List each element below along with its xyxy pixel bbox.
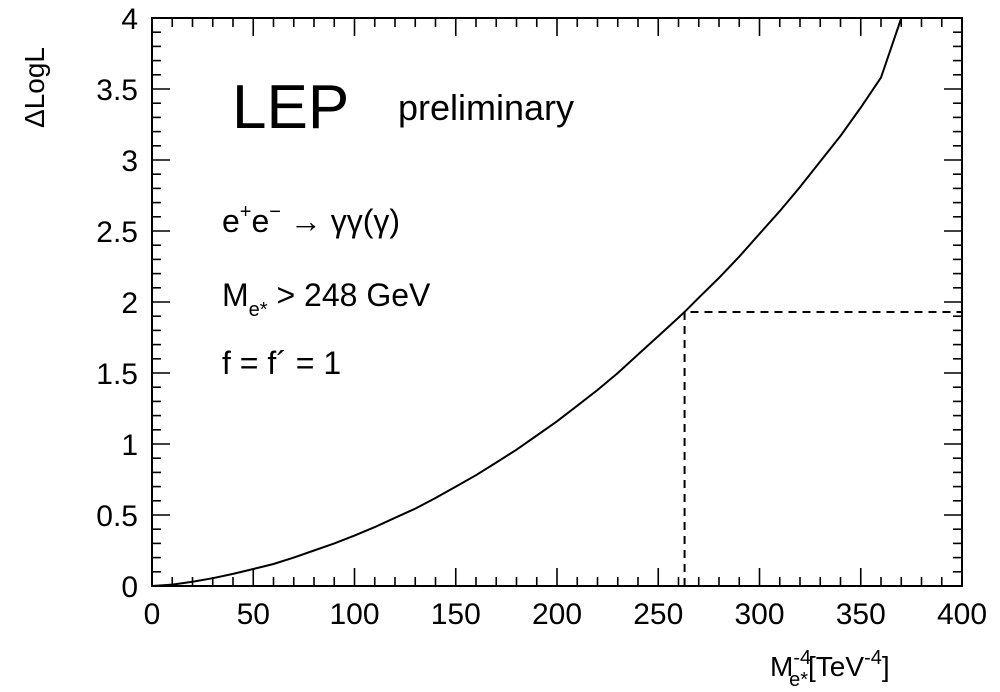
y-tick-label: 4 (121, 3, 138, 36)
y-tick-label: 1.5 (96, 358, 138, 391)
process-e1: e (222, 203, 240, 239)
mass-limit-label: Me* > 248 GeV (222, 277, 431, 321)
y-tick-label: 3 (121, 145, 138, 178)
process-plus: + (240, 201, 252, 223)
y-axis-title: ΔLogL (19, 47, 50, 128)
y-tick-label: 3.5 (96, 74, 138, 107)
plot-frame (151, 17, 963, 587)
process-arrow: → γγ(γ) (281, 203, 400, 239)
y-tick-label: 2.5 (96, 216, 138, 249)
y-tick-label: 2 (121, 287, 138, 320)
lep-label: LEP (232, 73, 349, 142)
x-tick-label: 250 (633, 598, 683, 631)
series-line (151, 17, 903, 587)
process-minus: − (269, 201, 281, 223)
x-title-unit: [TeV (808, 651, 864, 682)
y-tick-label: 0.5 (96, 500, 138, 533)
x-tick-label: 400 (937, 598, 987, 631)
x-title-sup: -4 (793, 647, 811, 669)
x-title-unit-sup: -4 (864, 647, 882, 669)
process-e2: e (251, 203, 269, 239)
x-tick-label: 100 (329, 598, 379, 631)
y-tick-labels: 0 0.5 1 1.5 2 2.5 3 3.5 4 (96, 3, 138, 604)
axis-ticks (151, 17, 963, 587)
x-tick-labels: 0 50 100 150 200 250 300 350 400 (144, 598, 987, 631)
x-tick-label: 50 (237, 598, 270, 631)
x-title-m: M (770, 651, 793, 682)
x-tick-label: 200 (532, 598, 582, 631)
preliminary-label: preliminary (398, 87, 574, 128)
x-tick-label: 0 (144, 598, 161, 631)
mass-sub: e* (249, 299, 268, 321)
x-tick-label: 150 (431, 598, 481, 631)
x-tick-label: 350 (836, 598, 886, 631)
mass-m: M (222, 277, 249, 313)
y-tick-label: 1 (121, 429, 138, 462)
x-axis-title: M-4 e*[TeV-4] (770, 647, 890, 691)
x-title-sub: e* (789, 669, 808, 691)
x-title-unit-close: ] (882, 651, 890, 682)
limit-dashed-line (683, 310, 962, 586)
y-tick-label: 0 (121, 571, 138, 604)
process-label: e+e− → γγ(γ) (222, 201, 400, 239)
coupling-label: f = f´ = 1 (222, 345, 341, 381)
x-tick-label: 300 (734, 598, 784, 631)
mass-rest: > 248 GeV (268, 277, 431, 313)
